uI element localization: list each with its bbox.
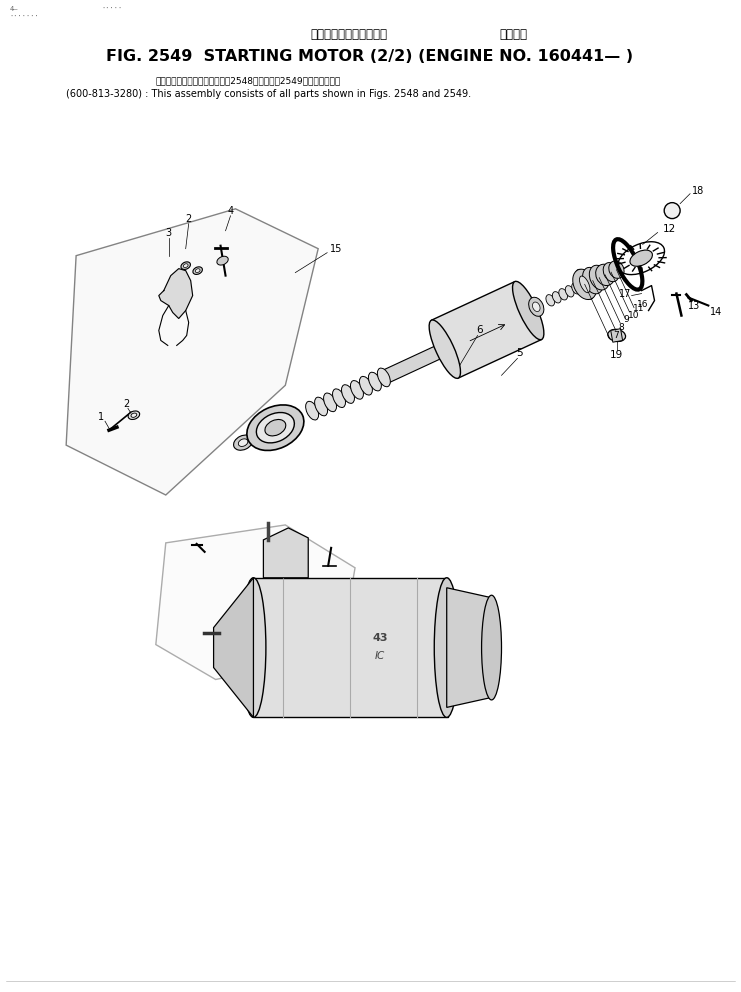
Bar [611, 328, 622, 342]
Polygon shape [213, 577, 253, 717]
Ellipse shape [265, 420, 286, 435]
Text: 18: 18 [692, 186, 705, 195]
Polygon shape [159, 269, 193, 318]
Ellipse shape [603, 263, 619, 282]
Ellipse shape [350, 381, 363, 399]
Text: 1: 1 [98, 413, 104, 423]
Ellipse shape [333, 389, 345, 408]
Text: 11: 11 [633, 305, 644, 313]
Text: ·······: ······· [10, 14, 39, 21]
Ellipse shape [305, 402, 319, 420]
Text: 2: 2 [185, 214, 192, 224]
Text: 4: 4 [227, 205, 233, 216]
Ellipse shape [256, 413, 294, 442]
Ellipse shape [315, 397, 328, 416]
Polygon shape [156, 525, 355, 680]
Polygon shape [66, 208, 318, 495]
Ellipse shape [193, 267, 202, 275]
Ellipse shape [233, 435, 253, 450]
Polygon shape [447, 587, 491, 707]
Ellipse shape [589, 265, 609, 290]
Text: 13: 13 [688, 301, 701, 310]
Text: 3: 3 [166, 228, 172, 238]
Text: 4—: 4— [10, 6, 18, 12]
Ellipse shape [609, 261, 624, 279]
Ellipse shape [429, 320, 460, 378]
Text: 適用号機: 適用号機 [499, 28, 528, 41]
Ellipse shape [377, 368, 391, 387]
Text: 43: 43 [372, 633, 388, 643]
Ellipse shape [196, 269, 200, 273]
Ellipse shape [572, 283, 580, 294]
Ellipse shape [565, 286, 574, 297]
Ellipse shape [368, 372, 382, 391]
Text: 8: 8 [619, 322, 625, 332]
Ellipse shape [546, 295, 554, 306]
Ellipse shape [513, 282, 544, 339]
Text: 10: 10 [628, 310, 639, 319]
Ellipse shape [239, 438, 247, 446]
Ellipse shape [573, 269, 597, 300]
Polygon shape [382, 343, 448, 383]
Ellipse shape [579, 276, 590, 293]
Ellipse shape [582, 268, 603, 294]
Text: FIG. 2549  STARTING MOTOR (2/2) (ENGINE NO. 160441— ): FIG. 2549 STARTING MOTOR (2/2) (ENGINE N… [107, 49, 634, 63]
Polygon shape [440, 337, 465, 354]
Text: 7: 7 [613, 331, 619, 340]
Polygon shape [431, 282, 542, 378]
Ellipse shape [217, 256, 228, 265]
Ellipse shape [181, 262, 190, 270]
Ellipse shape [559, 289, 568, 300]
Ellipse shape [359, 376, 373, 395]
Text: 15: 15 [330, 244, 342, 254]
Text: 19: 19 [610, 350, 623, 360]
Ellipse shape [608, 329, 625, 341]
Ellipse shape [596, 264, 614, 286]
Text: 6: 6 [476, 325, 483, 335]
Text: 5: 5 [516, 348, 522, 358]
Text: 9: 9 [623, 315, 629, 324]
Ellipse shape [630, 250, 652, 266]
Ellipse shape [342, 385, 354, 404]
Text: このアセンブリの構成部品はㅤ2548図およびㅤ2549図を含みます．: このアセンブリの構成部品はㅤ2548図およびㅤ2549図を含みます． [156, 76, 341, 85]
Ellipse shape [528, 298, 544, 316]
Ellipse shape [482, 595, 502, 700]
Ellipse shape [241, 577, 266, 717]
Ellipse shape [128, 411, 139, 420]
Text: (600-813-3280) : This assembly consists of all parts shown in Figs. 2548 and 254: (600-813-3280) : This assembly consists … [66, 89, 471, 99]
Ellipse shape [552, 292, 561, 303]
Text: 12: 12 [662, 224, 676, 234]
Bar [253, 577, 448, 717]
Polygon shape [463, 332, 478, 342]
Ellipse shape [576, 270, 594, 300]
Polygon shape [263, 528, 308, 577]
Ellipse shape [533, 302, 540, 311]
Ellipse shape [183, 264, 188, 268]
Text: ·····: ····· [101, 6, 122, 12]
Ellipse shape [131, 413, 137, 418]
Circle shape [664, 202, 680, 218]
Ellipse shape [247, 405, 304, 450]
Text: IC: IC [375, 651, 385, 661]
Text: 16: 16 [637, 301, 648, 310]
Text: スターティング　モータ: スターティング モータ [310, 28, 388, 41]
Text: 14: 14 [711, 307, 722, 316]
Ellipse shape [324, 393, 336, 412]
Text: 17: 17 [619, 289, 631, 299]
Ellipse shape [434, 577, 459, 717]
Text: 2: 2 [123, 399, 129, 410]
